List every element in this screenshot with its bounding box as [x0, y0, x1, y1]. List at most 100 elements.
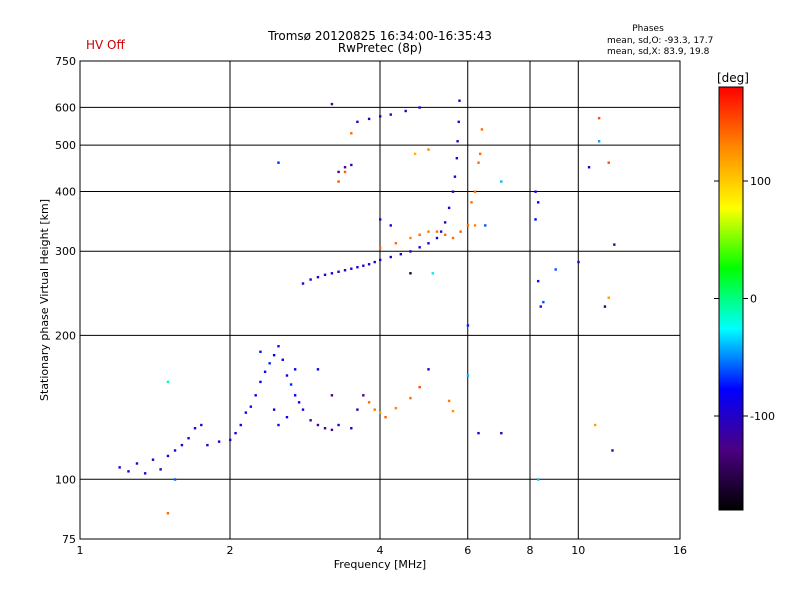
data-point — [477, 161, 480, 164]
data-point — [379, 218, 382, 221]
data-point — [373, 260, 376, 264]
data-point — [350, 267, 353, 270]
x-tick-label: 2 — [227, 544, 234, 557]
data-point — [404, 109, 407, 113]
data-point — [477, 431, 480, 435]
data-point — [127, 470, 130, 473]
data-point — [459, 230, 462, 233]
data-point — [399, 253, 403, 256]
y-tick-label: 200 — [55, 329, 76, 342]
chart-subtitle: RwPretec (8p) — [338, 41, 422, 55]
data-point — [593, 423, 597, 427]
data-point — [484, 224, 487, 227]
y-tick-label: 300 — [55, 245, 76, 258]
data-point — [473, 190, 477, 193]
data-point — [281, 358, 284, 361]
data-point — [539, 305, 542, 308]
data-point — [394, 406, 398, 410]
data-point — [337, 180, 340, 183]
data-point — [443, 233, 447, 236]
data-point — [356, 120, 359, 124]
data-point — [362, 264, 365, 267]
data-point — [466, 374, 470, 377]
data-point — [323, 427, 327, 430]
colorbar-tick-label: 100 — [750, 175, 771, 188]
data-point — [350, 132, 353, 135]
data-point — [389, 224, 392, 227]
data-point — [323, 273, 327, 277]
data-point — [151, 458, 155, 461]
data-point — [206, 443, 209, 447]
data-point — [143, 472, 147, 475]
data-point — [500, 180, 503, 183]
data-point — [409, 396, 412, 400]
y-tick-label: 500 — [55, 139, 76, 152]
data-point — [435, 236, 439, 240]
data-point — [289, 383, 293, 386]
data-point — [293, 368, 297, 371]
data-point — [135, 462, 139, 465]
data-point — [277, 423, 280, 427]
data-point — [263, 370, 267, 373]
gridlines — [80, 61, 680, 539]
data-point — [466, 224, 470, 227]
data-point — [301, 282, 305, 285]
data-point — [268, 362, 271, 365]
data-point — [244, 411, 248, 414]
data-point — [613, 243, 616, 246]
data-point — [337, 170, 340, 174]
data-point — [389, 255, 392, 259]
colorbar-tick-label: -100 — [750, 410, 775, 423]
y-ticks: 75 100 200 300 400 500 600 750 — [55, 55, 76, 546]
data-points — [118, 99, 616, 515]
data-point — [466, 324, 470, 327]
data-point — [259, 350, 262, 353]
data-point — [427, 230, 430, 233]
data-point — [379, 411, 382, 414]
data-point — [453, 175, 457, 178]
y-tick-label: 400 — [55, 185, 76, 198]
data-point — [389, 113, 392, 116]
data-point — [367, 401, 371, 404]
data-point — [166, 454, 170, 458]
data-point — [451, 190, 455, 193]
data-point — [458, 99, 461, 102]
data-point — [166, 512, 170, 515]
data-point — [455, 157, 459, 160]
x-tick-label: 10 — [571, 544, 585, 557]
data-point — [277, 161, 280, 164]
data-point — [456, 140, 459, 143]
x-tick-label: 16 — [673, 544, 687, 557]
colorbar-tick-label: 0 — [750, 293, 757, 306]
data-point — [409, 236, 412, 240]
data-point — [447, 399, 451, 403]
y-tick-label: 100 — [55, 473, 76, 486]
data-point — [337, 423, 340, 427]
data-point — [431, 272, 434, 275]
data-point — [309, 278, 312, 281]
data-point — [443, 221, 447, 224]
data-point — [193, 427, 197, 430]
data-point — [350, 163, 353, 167]
data-point — [367, 263, 371, 266]
x-tick-label: 8 — [527, 544, 534, 557]
data-point — [597, 140, 601, 143]
data-point — [330, 102, 334, 106]
data-point — [447, 206, 451, 210]
y-tick-label: 600 — [55, 101, 76, 114]
phases-x: mean, sd,X: 83.9, 19.8 — [607, 47, 710, 57]
data-point — [384, 415, 387, 419]
data-point — [418, 246, 421, 249]
data-point — [480, 128, 484, 131]
data-point — [343, 170, 347, 174]
data-point — [234, 431, 237, 435]
data-point — [187, 436, 190, 440]
x-tick-label: 1 — [77, 544, 84, 557]
data-point — [297, 401, 301, 404]
colorbar-scale — [718, 86, 744, 511]
data-point — [587, 166, 591, 169]
data-point — [173, 449, 177, 452]
data-point — [607, 296, 610, 299]
colorbar: [deg] 100 0 -100 — [714, 71, 775, 511]
data-point — [337, 270, 340, 273]
